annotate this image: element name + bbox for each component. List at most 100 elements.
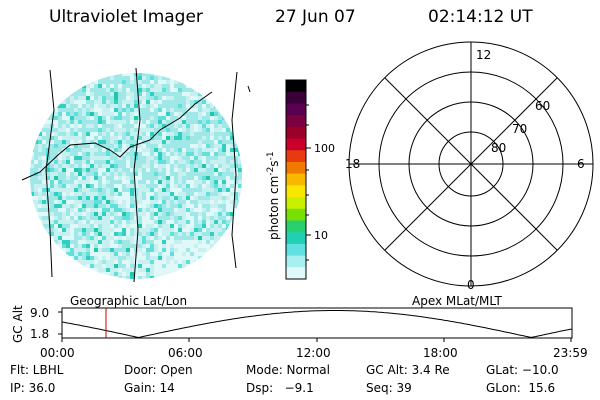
image-pixel bbox=[86, 256, 90, 260]
image-pixel bbox=[154, 180, 158, 184]
image-pixel bbox=[142, 112, 146, 116]
image-pixel bbox=[210, 104, 214, 108]
disc-pixels bbox=[30, 73, 242, 279]
image-pixel bbox=[98, 112, 102, 116]
image-pixel bbox=[70, 252, 74, 256]
image-pixel bbox=[202, 112, 206, 116]
image-pixel bbox=[162, 216, 166, 220]
image-pixel bbox=[222, 268, 226, 272]
image-pixel bbox=[174, 160, 178, 164]
image-pixel bbox=[154, 144, 158, 148]
image-pixel bbox=[30, 268, 34, 272]
image-pixel bbox=[170, 184, 174, 188]
image-pixel bbox=[238, 196, 242, 200]
image-pixel bbox=[194, 228, 198, 232]
image-pixel bbox=[142, 80, 146, 84]
image-pixel bbox=[58, 172, 62, 176]
image-pixel bbox=[210, 124, 214, 128]
image-pixel bbox=[166, 172, 170, 176]
image-pixel bbox=[154, 88, 158, 92]
image-pixel bbox=[70, 176, 74, 180]
image-pixel bbox=[198, 168, 202, 172]
image-pixel bbox=[86, 80, 90, 84]
image-pixel bbox=[178, 84, 182, 88]
image-pixel bbox=[142, 96, 146, 100]
image-pixel bbox=[82, 100, 86, 104]
image-pixel bbox=[98, 96, 102, 100]
image-pixel bbox=[62, 264, 66, 268]
image-pixel bbox=[118, 200, 122, 204]
image-pixel bbox=[90, 220, 94, 224]
image-pixel bbox=[138, 260, 142, 264]
image-pixel bbox=[194, 96, 198, 100]
image-pixel bbox=[58, 276, 62, 279]
image-pixel bbox=[146, 92, 150, 96]
image-pixel bbox=[138, 204, 142, 208]
image-pixel bbox=[126, 168, 130, 172]
image-pixel bbox=[174, 132, 178, 136]
units-exponent: -2 bbox=[266, 167, 276, 176]
image-pixel bbox=[126, 80, 130, 84]
image-pixel bbox=[166, 264, 170, 268]
image-pixel bbox=[54, 152, 58, 156]
glon-info: GLon: 15.6 bbox=[486, 381, 556, 395]
image-pixel bbox=[214, 144, 218, 148]
image-pixel bbox=[194, 176, 198, 180]
image-pixel bbox=[162, 248, 166, 252]
image-pixel bbox=[142, 200, 146, 204]
image-pixel bbox=[154, 156, 158, 160]
image-pixel bbox=[138, 160, 142, 164]
image-pixel bbox=[178, 156, 182, 160]
altitude-ytick-1.8: 1.8 bbox=[30, 327, 49, 341]
image-pixel bbox=[166, 176, 170, 180]
image-pixel bbox=[218, 73, 222, 76]
image-pixel bbox=[206, 272, 210, 276]
image-pixel bbox=[170, 84, 174, 88]
image-pixel bbox=[34, 136, 38, 140]
image-pixel bbox=[210, 116, 214, 120]
image-pixel bbox=[94, 180, 98, 184]
image-pixel bbox=[94, 92, 98, 96]
image-pixel bbox=[42, 92, 46, 96]
image-pixel bbox=[110, 248, 114, 252]
image-pixel bbox=[94, 192, 98, 196]
image-pixel bbox=[86, 188, 90, 192]
image-pixel bbox=[158, 172, 162, 176]
image-pixel bbox=[78, 168, 82, 172]
image-pixel bbox=[210, 168, 214, 172]
image-pixel bbox=[166, 276, 170, 279]
image-pixel bbox=[74, 108, 78, 112]
image-pixel bbox=[70, 132, 74, 136]
image-pixel bbox=[118, 128, 122, 132]
image-pixel bbox=[46, 268, 50, 272]
image-pixel bbox=[114, 128, 118, 132]
image-pixel bbox=[234, 100, 238, 104]
image-pixel bbox=[46, 272, 50, 276]
image-pixel bbox=[70, 256, 74, 260]
image-pixel bbox=[142, 192, 146, 196]
image-pixel bbox=[54, 88, 58, 92]
image-pixel bbox=[222, 132, 226, 136]
image-pixel bbox=[182, 132, 186, 136]
image-pixel bbox=[30, 228, 34, 232]
image-pixel bbox=[90, 144, 94, 148]
image-pixel bbox=[54, 192, 58, 196]
image-pixel bbox=[74, 120, 78, 124]
image-pixel bbox=[82, 196, 86, 200]
image-pixel bbox=[210, 252, 214, 256]
image-pixel bbox=[38, 144, 42, 148]
image-pixel bbox=[178, 272, 182, 276]
color-scale-segment bbox=[286, 255, 306, 268]
image-pixel bbox=[122, 264, 126, 268]
image-pixel bbox=[206, 164, 210, 168]
image-pixel bbox=[146, 248, 150, 252]
image-pixel bbox=[78, 192, 82, 196]
image-pixel bbox=[130, 76, 134, 80]
image-pixel bbox=[142, 248, 146, 252]
image-pixel bbox=[82, 276, 86, 279]
image-pixel bbox=[98, 212, 102, 216]
image-pixel bbox=[42, 260, 46, 264]
image-pixel bbox=[38, 80, 42, 84]
image-pixel bbox=[62, 100, 66, 104]
image-pixel bbox=[174, 112, 178, 116]
